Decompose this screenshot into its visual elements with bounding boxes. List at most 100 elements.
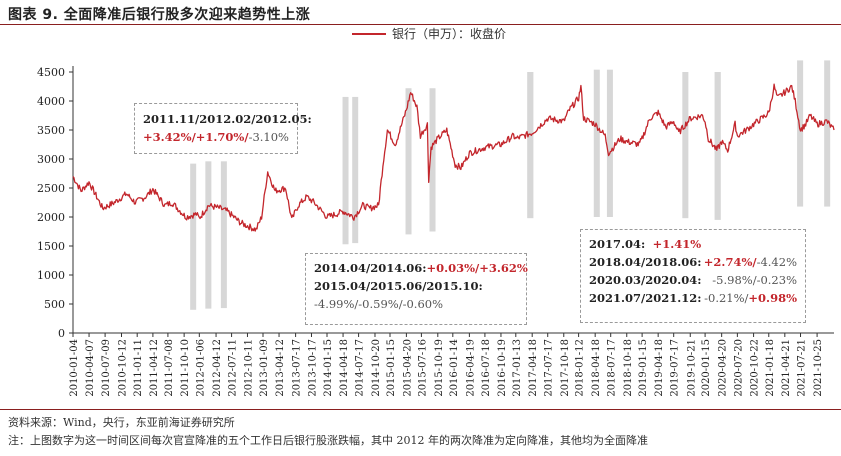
y-tick-label-1500: 1500 [37, 240, 65, 253]
box3-row2-red: +2.74%/ [703, 255, 757, 269]
y-tick-label-0: 0 [58, 327, 65, 340]
box3-row4-red: +0.98% [748, 291, 797, 305]
box3-row2-grey: -4.42% [756, 255, 797, 269]
x-tick-label-2018-07-17: 2018-07-17 [607, 339, 618, 397]
event-band-6 [405, 88, 412, 235]
event-band-14 [824, 60, 831, 207]
event-band-13 [797, 60, 804, 207]
box2-row1-label: 2014.04/2014.06: [314, 261, 427, 275]
x-tick-label-2012-01-06: 2012-01-06 [195, 339, 206, 397]
event-band-2 [205, 161, 212, 309]
box2-row2-label: 2015.04/2015.06/2015.10: [314, 279, 483, 293]
y-tick-label-2000: 2000 [37, 211, 65, 224]
x-tick-label-2014-07-17: 2014-07-17 [355, 339, 366, 397]
x-tick-label-2018-10-18: 2018-10-18 [623, 339, 634, 397]
box3-row3-label: 2020.03/2020.04: [589, 273, 702, 287]
y-tick-label-4000: 4000 [37, 95, 65, 108]
x-tick-label-2010-10-12: 2010-10-12 [117, 339, 128, 397]
annotation-box-2011-2012: 2011.11/2012.02/2012.05: +3.42%/+1.70%/-… [134, 103, 312, 154]
x-tick-label-2016-04-19: 2016-04-19 [465, 339, 476, 397]
y-tick-label-500: 500 [44, 298, 65, 311]
x-tick-label-2010-01-04: 2010-01-04 [69, 339, 80, 397]
y-tick-label-4500: 4500 [37, 66, 65, 79]
x-tick-label-2015-04-20: 2015-04-20 [402, 339, 413, 397]
x-tick-label-2017-10-18: 2017-10-18 [560, 339, 571, 397]
series-line-bank-index [72, 83, 835, 232]
x-tick-label-2018-04-18: 2018-04-18 [591, 339, 602, 397]
box3-row1-label: 2017.04: [589, 237, 646, 251]
x-tick-label-2019-04-18: 2019-04-18 [654, 339, 665, 397]
x-tick-label-2017-07-17: 2017-07-17 [544, 339, 555, 397]
legend: 银行（申万）：收盘价 [352, 25, 506, 42]
footnote: 注：上图数字为这一时间区间每次官宣降准的五个工作日后银行股涨跌幅，其中 2012… [8, 434, 648, 447]
x-tick-label-2019-10-21: 2019-10-21 [686, 339, 697, 397]
x-tick-label-2012-07-11: 2012-07-11 [228, 339, 239, 397]
x-tick-label-2011-01-11: 2011-01-11 [133, 339, 144, 397]
event-band-5 [352, 96, 359, 244]
x-tick-label-2016-01-14: 2016-01-14 [449, 339, 460, 397]
x-tick-label-2014-04-18: 2014-04-18 [339, 339, 350, 397]
y-tick-label-2500: 2500 [37, 182, 65, 195]
chart-svg: 0 500 1000 1500 2000 2500 3000 3500 4000 4500 2010… [37, 60, 835, 397]
x-tick-label-2017-04-18: 2017-04-18 [528, 339, 539, 397]
x-tick-label-2021-07-21: 2021-07-21 [797, 339, 808, 397]
x-tick-label-2013-01-09: 2013-01-09 [259, 339, 270, 397]
x-tick-label-2011-10-10: 2011-10-10 [180, 339, 191, 397]
box1-header: 2011.11/2012.02/2012.05: [143, 112, 312, 126]
legend-label: 银行（申万）：收盘价 [392, 27, 507, 41]
x-tick-label-2014-01-15: 2014-01-15 [323, 339, 334, 397]
x-tick-label-2010-04-07: 2010-04-07 [85, 339, 96, 397]
event-band-8 [527, 72, 534, 219]
source-note: 资料来源：Wind，央行，东亚前海证券研究所 [8, 416, 235, 429]
event-band-1 [190, 163, 197, 310]
x-tick-label-2020-04-20: 2020-04-20 [718, 339, 729, 397]
x-tick-label-2021-04-21: 2021-04-21 [781, 339, 792, 397]
x-tick-label-2019-01-15: 2019-01-15 [638, 339, 649, 397]
y-tick-label-3500: 3500 [37, 124, 65, 137]
x-tick-label-2021-10-25: 2021-10-25 [813, 339, 824, 397]
event-band-4 [342, 96, 349, 245]
box3-row2-label: 2018.04/2018.06: [589, 255, 702, 269]
box2-row1-red: +0.03%/+3.62% [426, 261, 528, 275]
x-tick-label-2010-07-09: 2010-07-09 [101, 339, 112, 397]
x-tick-label-2020-07-20: 2020-07-20 [733, 339, 744, 397]
footer-rule [0, 409, 841, 410]
title-rule [0, 24, 841, 25]
box1-grey-value: -3.10% [248, 130, 289, 144]
y-tick-label-3000: 3000 [37, 153, 65, 166]
box3-row4-grey: -0.21%/ [704, 291, 749, 305]
legend-swatch [352, 32, 386, 35]
annotation-box-2014-2015: 2014.04/2014.06: +0.03%/+3.62% 2015.04/2… [305, 253, 528, 325]
x-tick-label-2015-10-19: 2015-10-19 [434, 339, 445, 397]
x-tick-label-2013-10-17: 2013-10-17 [307, 339, 318, 397]
x-tick-label-2020-10-22: 2020-10-22 [750, 339, 761, 397]
x-tick-label-2013-07-17: 2013-07-17 [292, 339, 303, 397]
x-tick-label-2020-01-15: 2020-01-15 [701, 339, 712, 397]
x-tick-label-2016-10-19: 2016-10-19 [497, 339, 508, 397]
x-tick-label-2015-07-16: 2015-07-16 [417, 339, 428, 397]
x-tick-label-2015-01-15: 2015-01-15 [386, 339, 397, 397]
x-tick-label-2011-04-12: 2011-04-12 [149, 339, 160, 397]
x-tick-label-2021-01-18: 2021-01-18 [765, 339, 776, 397]
event-band-7 [429, 88, 436, 232]
box3-row3-grey: -5.98%/-0.23% [712, 273, 797, 287]
x-tick-label-2019-07-17: 2019-07-17 [670, 339, 681, 397]
box1-red-values: +3.42%/+1.70%/ [143, 130, 249, 144]
x-tick-label-2017-01-13: 2017-01-13 [512, 339, 523, 397]
event-band-9 [593, 69, 600, 218]
x-tick-label-2018-01-12: 2018-01-12 [575, 339, 586, 397]
x-tick-label-2014-10-20: 2014-10-20 [371, 339, 382, 397]
event-band-11 [682, 72, 689, 219]
annotation-box-2017-2021: 2017.04: +1.41% 2018.04/2018.06: +2.74%/… [580, 229, 806, 323]
event-band-10 [606, 69, 613, 218]
box2-row3-grey: -4.99%/-0.59%/-0.60% [314, 297, 444, 311]
box3-row1-red: +1.41% [652, 237, 702, 251]
chart-title: 图表 9. 全面降准后银行股多次迎来趋势性上涨 [8, 7, 311, 23]
x-tick-label-2012-04-12: 2012-04-12 [212, 339, 223, 397]
x-tick-label-2011-07-08: 2011-07-08 [164, 339, 175, 397]
x-tick-label-2013-04-12: 2013-04-12 [275, 339, 286, 397]
event-band-3 [220, 161, 227, 309]
box3-row4-label: 2021.07/2021.12: [589, 291, 702, 305]
x-tick-label-2012-10-11: 2012-10-11 [243, 339, 254, 397]
x-tick-label-2016-07-18: 2016-07-18 [481, 339, 492, 397]
